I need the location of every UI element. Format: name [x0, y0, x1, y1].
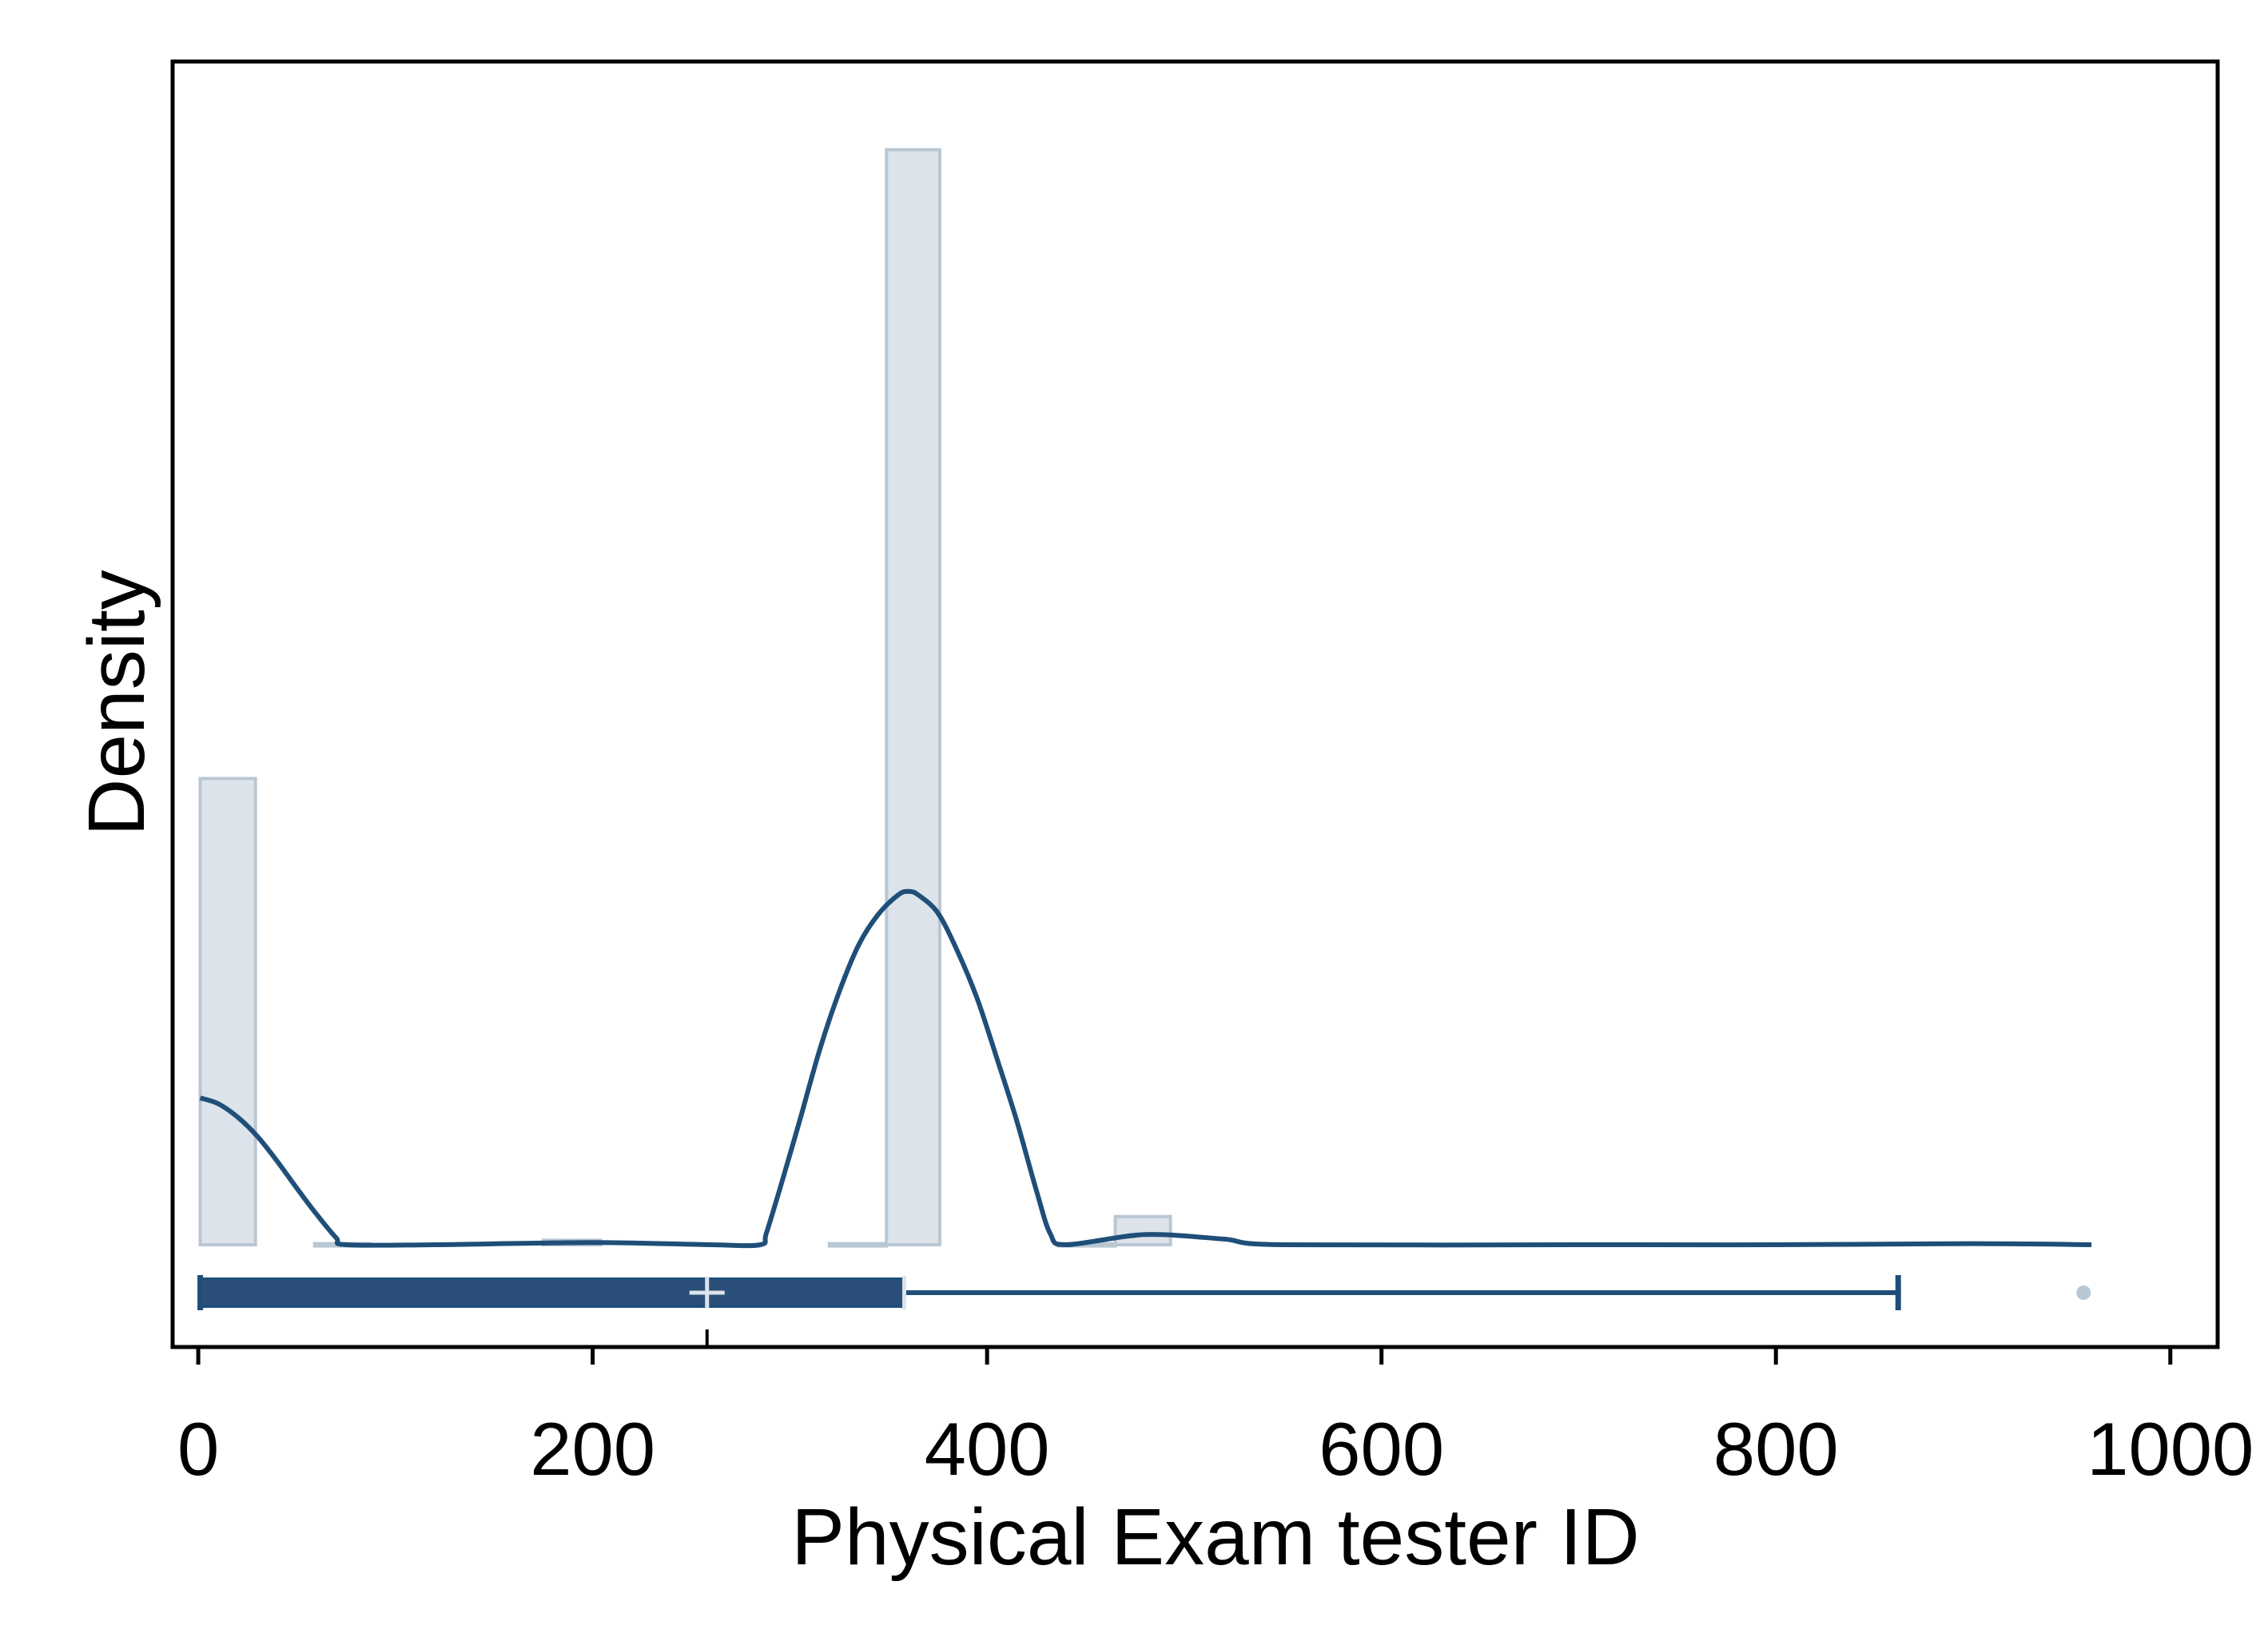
plot-frame: [170, 59, 2220, 1349]
x-tick-label-0: 0: [177, 1407, 219, 1491]
histogram-bar-0: [198, 777, 257, 1246]
histogram-bars: [198, 148, 1172, 1248]
histogram-bar-6: [827, 1242, 889, 1248]
x-axis-title: Physical Exam tester ID: [791, 1492, 1639, 1582]
boxplot-outlier-0: [2076, 1285, 2091, 1300]
boxplot: [197, 1275, 2091, 1347]
density-curve-line: [199, 888, 2092, 1249]
histogram-bar-10: [1113, 1214, 1172, 1247]
y-axis-title: Density: [72, 570, 161, 836]
x-tick-label-400: 400: [925, 1407, 1050, 1491]
x-tick-label-800: 800: [1713, 1407, 1839, 1491]
x-tick-label-600: 600: [1319, 1407, 1444, 1491]
density-curve: [199, 888, 2092, 1249]
x-tick-label-1000: 1000: [2087, 1407, 2254, 1491]
histogram-bar-7: [885, 148, 941, 1246]
x-axis-ticks: 0 200 400 600 800 1000: [177, 1347, 2254, 1491]
boxplot-box: [198, 1277, 906, 1308]
x-tick-label-200: 200: [530, 1407, 655, 1491]
